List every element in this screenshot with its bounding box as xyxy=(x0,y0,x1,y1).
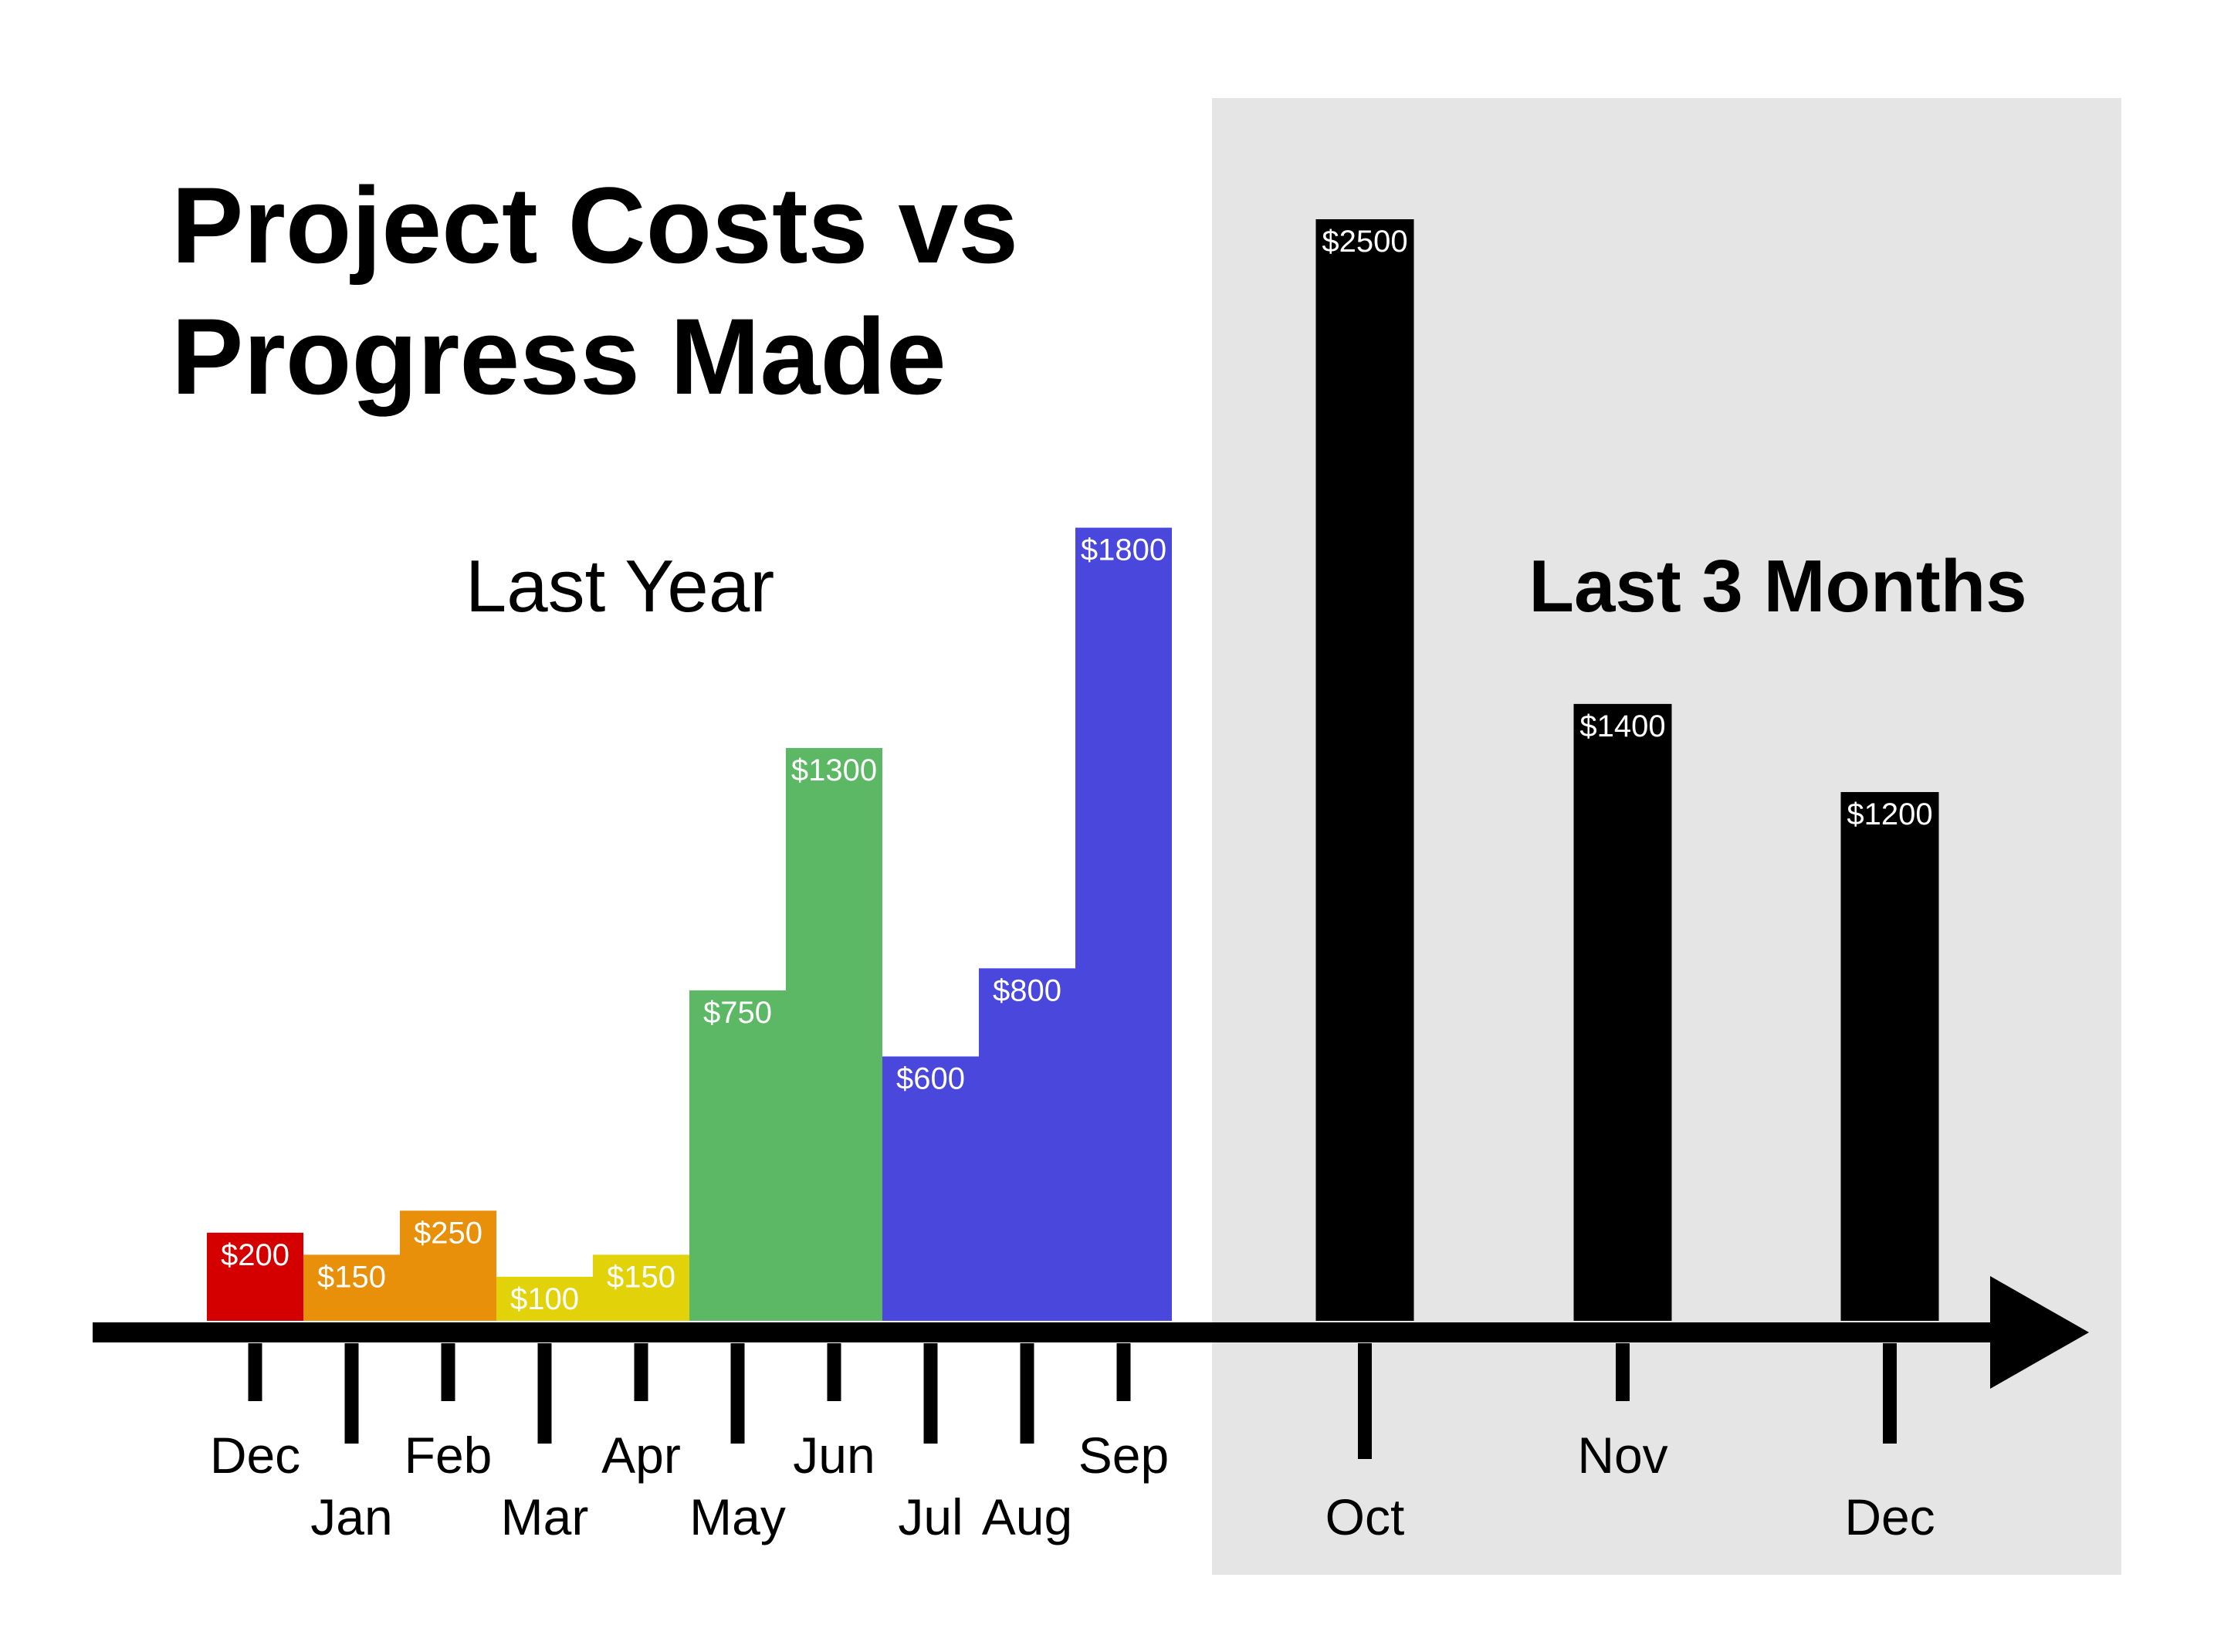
value-label-jul-0: $600 xyxy=(896,1062,965,1096)
tick-dec-1 xyxy=(1883,1343,1897,1444)
value-label-aug-0: $800 xyxy=(993,973,1061,1007)
value-label-nov-1: $1400 xyxy=(1579,709,1665,743)
tick-jun-0 xyxy=(827,1343,841,1401)
bar-feb-0 xyxy=(400,1210,496,1321)
tick-jan-0 xyxy=(344,1343,359,1444)
bar-jul-0 xyxy=(882,1056,979,1321)
value-label-jun-0: $1300 xyxy=(791,753,877,787)
value-label-oct-1: $2500 xyxy=(1322,225,1407,259)
month-label-feb-0: Feb xyxy=(405,1427,493,1484)
month-label-dec-0: Dec xyxy=(210,1427,300,1484)
month-label-may-0: May xyxy=(689,1488,786,1545)
month-label-aug-0: Aug xyxy=(982,1488,1072,1545)
chart-title-line-1: Project Costs vs xyxy=(171,164,1018,286)
tick-feb-0 xyxy=(441,1343,455,1401)
tick-oct-1 xyxy=(1358,1343,1372,1459)
tick-jul-0 xyxy=(923,1343,938,1444)
bar-dec-1 xyxy=(1840,792,1939,1321)
month-label-nov-1: Nov xyxy=(1577,1427,1667,1484)
month-label-oct-1: Oct xyxy=(1325,1488,1405,1545)
month-label-mar-0: Mar xyxy=(501,1488,589,1545)
tick-nov-1 xyxy=(1616,1343,1630,1401)
bar-aug-0 xyxy=(979,968,1075,1321)
tick-may-0 xyxy=(730,1343,745,1444)
bar-sep-0 xyxy=(1075,527,1172,1321)
value-label-sep-0: $1800 xyxy=(1081,533,1166,567)
value-label-may-0: $750 xyxy=(703,996,772,1030)
month-label-apr-0: Apr xyxy=(601,1427,681,1484)
tick-apr-0 xyxy=(634,1343,648,1401)
bar-nov-1 xyxy=(1573,703,1672,1321)
value-label-dec-1: $1200 xyxy=(1847,797,1932,831)
bars-group xyxy=(207,219,1939,1321)
value-label-mar-0: $100 xyxy=(510,1282,579,1316)
value-label-dec-0: $200 xyxy=(221,1238,289,1272)
tick-dec-0 xyxy=(248,1343,262,1401)
bar-may-0 xyxy=(689,990,786,1321)
bar-mar-0 xyxy=(496,1276,593,1321)
bar-apr-0 xyxy=(593,1254,689,1321)
last-year-section-label: Last Year xyxy=(465,545,774,628)
value-label-apr-0: $150 xyxy=(607,1260,675,1294)
value-labels-group: $200 $150 $250 $100 $150 $750 $1300 $600 $800 $18… xyxy=(221,225,1933,1316)
last-3-months-section-label: Last 3 Months xyxy=(1529,545,2026,628)
month-label-jan-0: Jan xyxy=(310,1488,392,1545)
tick-mar-0 xyxy=(537,1343,552,1444)
timeline-arrow-icon xyxy=(1990,1276,2089,1389)
month-label-sep-0: Sep xyxy=(1078,1427,1169,1484)
bar-jun-0 xyxy=(786,747,882,1321)
month-label-jun-0: Jun xyxy=(793,1427,875,1484)
tick-sep-0 xyxy=(1116,1343,1131,1401)
tick-aug-0 xyxy=(1020,1343,1034,1444)
axis-ticks-group xyxy=(248,1343,1897,1459)
month-label-jul-0: Jul xyxy=(898,1488,963,1545)
chart-title-line-2: Progress Made xyxy=(171,296,946,417)
bar-jan-0 xyxy=(303,1254,400,1321)
value-label-jan-0: $150 xyxy=(317,1260,386,1294)
month-label-dec-1: Dec xyxy=(1844,1488,1935,1545)
value-label-feb-0: $250 xyxy=(414,1216,482,1250)
bar-oct-1 xyxy=(1315,219,1414,1321)
bar-dec-0 xyxy=(207,1232,303,1321)
